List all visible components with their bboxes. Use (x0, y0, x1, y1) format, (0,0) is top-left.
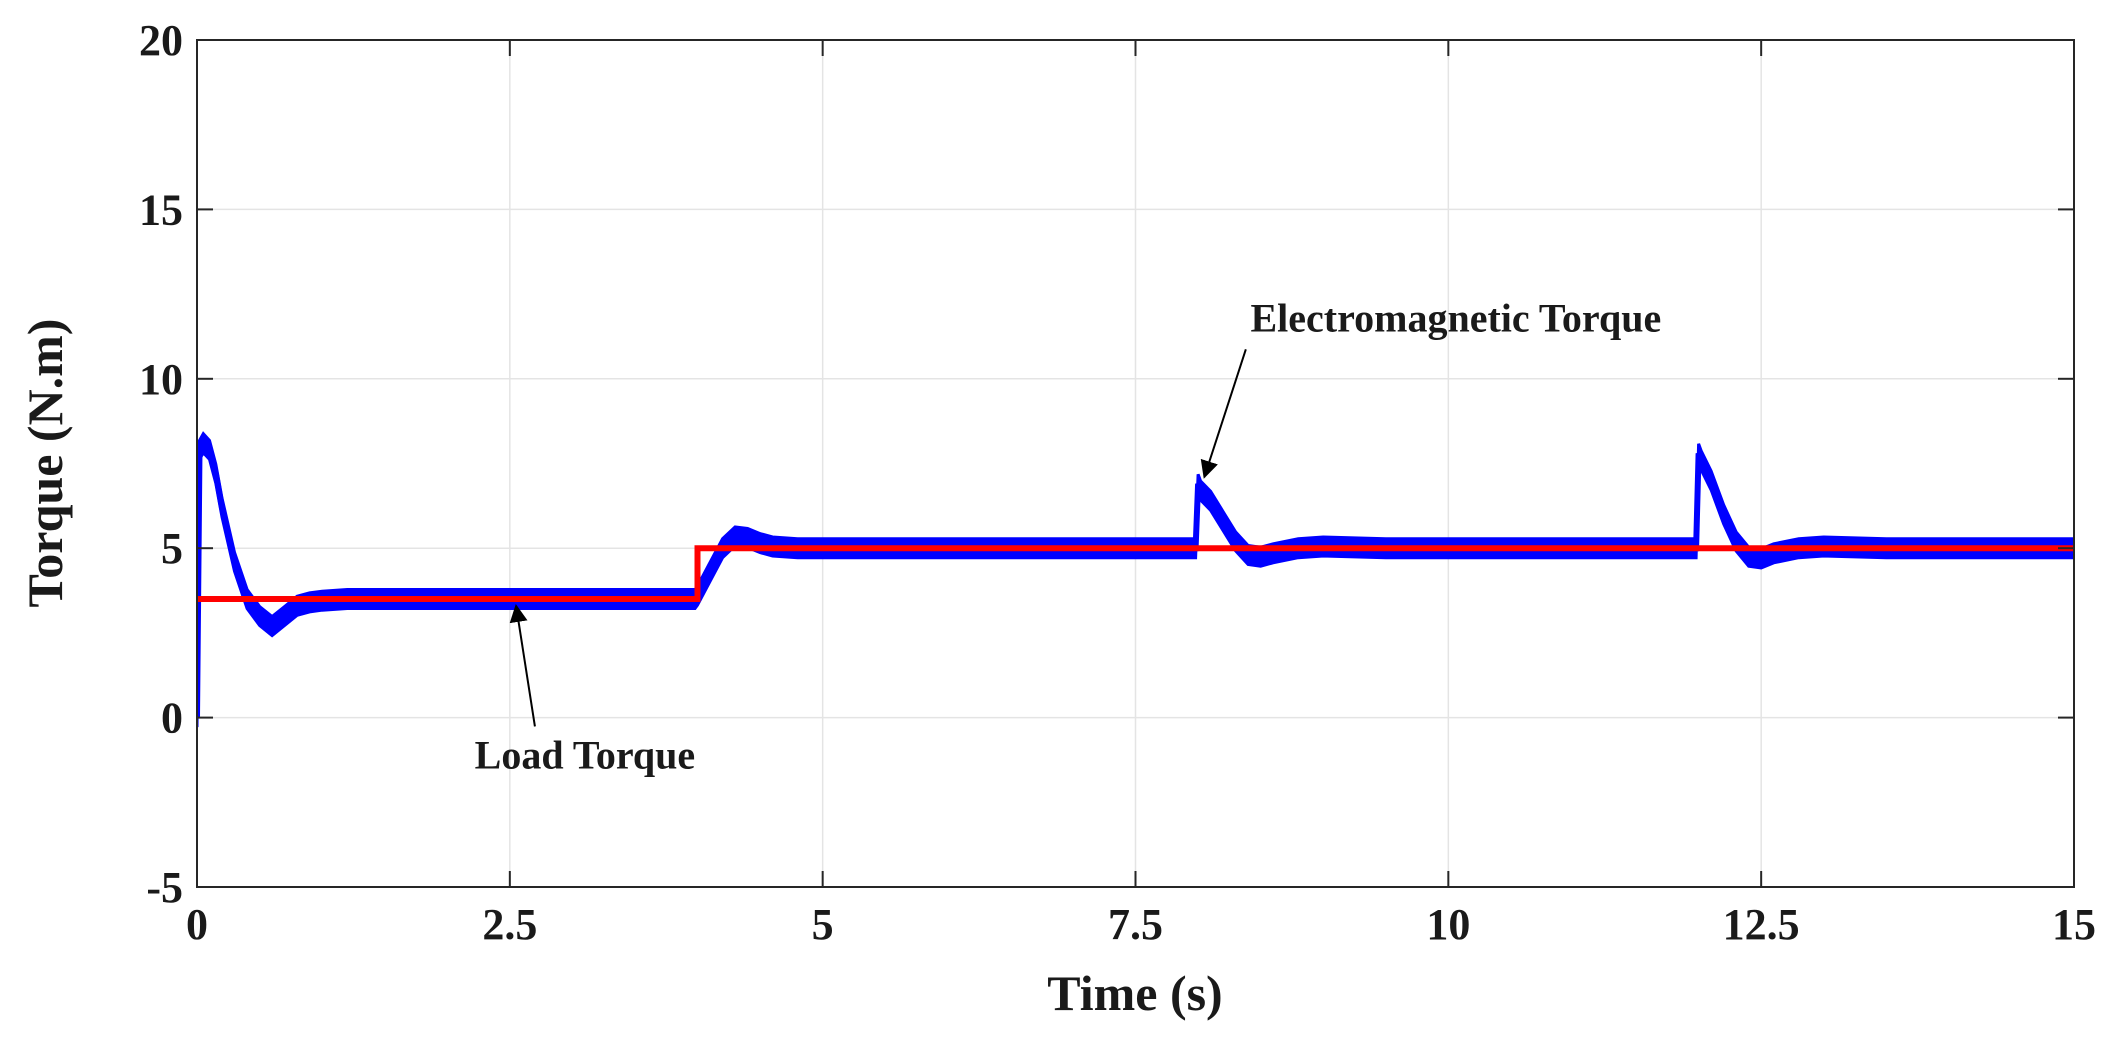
x-tick-label: 7.5 (1108, 900, 1163, 949)
y-tick-label: 10 (139, 355, 183, 404)
x-tick-label: 5 (812, 900, 834, 949)
y-tick-label: 0 (161, 694, 183, 743)
x-tick-label: 2.5 (482, 900, 537, 949)
annotations: Electromagnetic Torque Load Torque (475, 295, 1662, 777)
series-load-torque (197, 545, 2074, 602)
x-tick-label: 12.5 (1723, 900, 1800, 949)
y-tick-label: 5 (161, 524, 183, 573)
x-tick-label: 10 (1426, 900, 1470, 949)
annotation-load-torque: Load Torque (475, 732, 696, 777)
y-tick-label: 20 (139, 16, 183, 65)
y-tick-label: -5 (146, 863, 183, 912)
annotation-arrow-electromagnetic (1200, 349, 1247, 479)
annotation-arrow-load (509, 604, 536, 727)
y-axis-title: Torque (N.m) (17, 319, 73, 608)
y-tick-label: 15 (139, 185, 183, 234)
axes (196, 39, 2075, 888)
x-tick-label: 0 (186, 900, 208, 949)
x-tick-label: 15 (2052, 900, 2096, 949)
annotation-electromagnetic-torque: Electromagnetic Torque (1250, 295, 1661, 340)
series-layer (197, 431, 2074, 728)
x-axis-title: Time (s) (1047, 965, 1222, 1021)
